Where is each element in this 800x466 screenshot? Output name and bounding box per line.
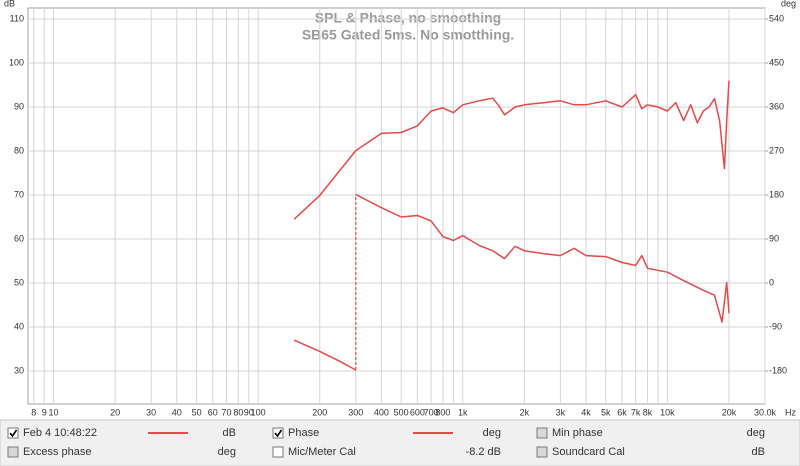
x-tick-label: 5k	[601, 407, 611, 417]
legend-name: Excess phase	[23, 446, 91, 458]
checkbox	[272, 446, 284, 458]
x-tick-label: 20k	[722, 407, 737, 417]
x-tick-label: 8	[31, 407, 36, 417]
y2-tick-label: 0	[769, 277, 774, 287]
y2-tick-label: 540	[769, 13, 784, 23]
plot-area	[27, 7, 766, 405]
y-tick-label: 80	[14, 145, 24, 155]
x-tick-label: 20	[110, 407, 120, 417]
x-tick-label: 2k	[520, 407, 530, 417]
checkbox	[7, 427, 19, 439]
series-line	[293, 193, 730, 371]
checkbox	[536, 446, 548, 458]
y-tick-label: 70	[14, 189, 24, 199]
checkbox	[7, 446, 19, 458]
x-tick-label: 300	[348, 407, 363, 417]
y-tick-label: 50	[14, 277, 24, 287]
y2-tick-label: 450	[769, 57, 784, 67]
x-tick-label: 60	[208, 407, 218, 417]
y-tick-label: 110	[10, 13, 24, 23]
y-tick-label: 100	[9, 57, 24, 67]
x-tick-label: 700	[424, 407, 439, 417]
y-tick-label: 40	[14, 321, 24, 331]
x-tick-label: 1k	[458, 407, 468, 417]
checkmark	[274, 429, 283, 438]
x-tick-label: 70	[221, 407, 231, 417]
x-tick-label: 8k	[643, 407, 653, 417]
legend-panel	[0, 419, 800, 466]
y2-tick-label: 180	[769, 189, 784, 199]
x-tick-label: 4k	[581, 407, 591, 417]
x-tick-label: 600	[410, 407, 425, 417]
y-tick-label: 30	[14, 365, 24, 375]
x-tick-label: 7k	[631, 407, 641, 417]
legend-unit: -8.2 dB	[466, 446, 501, 458]
checkbox	[272, 427, 284, 439]
x-tick-label: 100	[251, 407, 266, 417]
x-tick-label: 10k	[660, 407, 675, 417]
x-tick-label: 50	[192, 407, 202, 417]
x-tick-label: 30.0k	[754, 407, 777, 417]
chart-subtitle: SB65 Gated 5ms. No smotthing.	[302, 27, 514, 43]
checkbox	[536, 427, 548, 439]
series-line	[293, 80, 730, 220]
y-tick-label: 90	[14, 101, 24, 111]
y2-axis-label: deg	[781, 0, 796, 8]
legend-unit: deg	[483, 427, 501, 439]
legend-unit: deg	[747, 427, 765, 439]
x-tick-label: 10	[49, 407, 59, 417]
legend-name: Feb 4 10:48:22	[23, 427, 97, 439]
x-tick-label: 500	[394, 407, 409, 417]
x-tick-label: 90	[244, 407, 254, 417]
legend-name: Mic/Meter Cal	[288, 446, 356, 458]
x-tick-label: 800	[435, 407, 450, 417]
x-tick-label: 3k	[556, 407, 566, 417]
x-tick-label: 80	[233, 407, 243, 417]
legend-unit: dB	[752, 446, 765, 458]
legend-name: Soundcard Cal	[552, 446, 625, 458]
legend-name: Phase	[288, 427, 319, 439]
y-axis-label: dB	[4, 0, 15, 8]
x-tick-label: 400	[374, 407, 389, 417]
legend-name: Min phase	[552, 427, 603, 439]
y2-tick-label: -90	[769, 321, 782, 331]
legend-unit: dB	[223, 427, 236, 439]
chart-title: SPL & Phase, no smoothing	[315, 10, 501, 26]
y-tick-label: 60	[14, 233, 24, 243]
legend-unit: deg	[218, 446, 236, 458]
x-tick-label: 40	[172, 407, 182, 417]
y2-tick-label: 90	[769, 233, 779, 243]
checkmark	[9, 429, 18, 438]
y2-tick-label: 360	[769, 101, 784, 111]
x-tick-label: 200	[312, 407, 327, 417]
y2-tick-label: -180	[769, 365, 787, 375]
y2-tick-label: 270	[769, 145, 784, 155]
x-axis-label: Hz	[785, 407, 796, 417]
x-tick-label: 6k	[617, 407, 627, 417]
x-tick-label: 9	[42, 407, 47, 417]
x-tick-label: 30	[146, 407, 156, 417]
